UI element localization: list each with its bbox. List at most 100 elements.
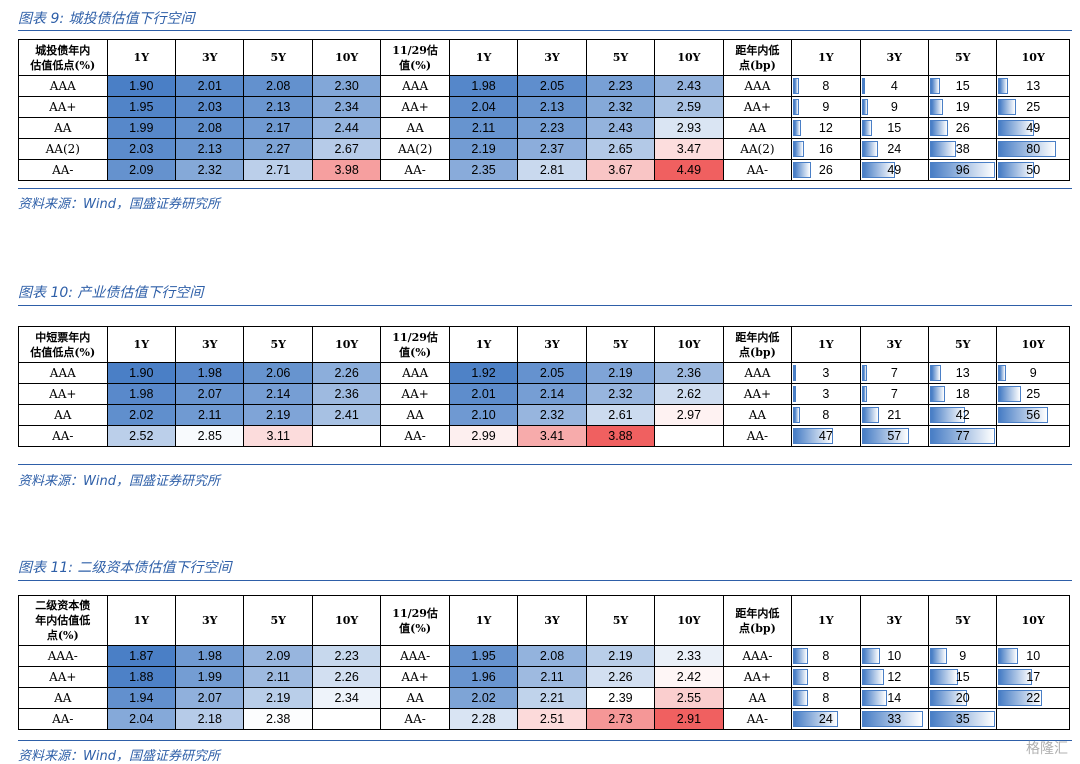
low-yield-cell: 2.30 (311, 75, 382, 97)
data-bar (793, 162, 811, 178)
low-yield-cell: 2.34 (311, 96, 382, 118)
rating-label: AA- (18, 425, 108, 447)
column-header: 城投债年内 估值低点(%) (18, 39, 108, 76)
low-yield-cell: 1.95 (106, 96, 177, 118)
rating-label: AA (380, 687, 450, 709)
low-yield-cell: 2.19 (243, 687, 313, 709)
current-yield-cell: 2.21 (517, 687, 587, 709)
source-note: 资料来源：Wind，国盛证券研究所 (18, 749, 220, 764)
rating-label: AA- (18, 708, 108, 730)
data-bar (793, 711, 838, 727)
distance-bp-value: 25 (1026, 100, 1041, 114)
current-yield-cell: 2.10 (448, 404, 519, 426)
distance-bp-cell: 3 (791, 362, 861, 384)
current-yield-cell: 1.98 (448, 75, 519, 97)
column-header: 3Y (859, 595, 930, 646)
low-yield-cell: 2.44 (311, 117, 382, 139)
data-bar (861, 648, 881, 664)
valuation-table: 城投债年内 估值低点(%) 1Y 3Y 5Y 10Y 11/29估 值(%) 1Y 3Y 5Y 10Y… (18, 39, 1070, 181)
rating-label: AA (722, 117, 793, 139)
distance-bp-cell: 56 (996, 404, 1070, 426)
data-bar (793, 141, 804, 157)
column-header: 距年内低 点(bp) (722, 326, 793, 363)
data-bar (793, 407, 800, 423)
low-yield-cell: 2.08 (175, 117, 245, 139)
data-bar (998, 648, 1019, 664)
distance-bp-value: 10 (1026, 649, 1041, 663)
current-yield-cell: 2.65 (585, 138, 656, 160)
low-yield-cell: 1.99 (175, 666, 245, 688)
distance-bp-cell: 80 (996, 138, 1070, 160)
current-yield-cell: 2.05 (517, 362, 587, 384)
current-yield-cell: 2.42 (654, 666, 724, 688)
distance-bp-cell: 50 (996, 159, 1070, 181)
distance-bp-cell: 8 (791, 687, 861, 709)
low-yield-cell: 3.98 (311, 159, 382, 181)
distance-bp-value: 20 (955, 691, 970, 705)
title-rule (18, 30, 1072, 31)
low-yield-cell: 2.52 (106, 425, 177, 447)
distance-bp-value: 57 (887, 429, 902, 443)
data-bar (793, 690, 808, 706)
low-yield-cell: 2.07 (175, 383, 245, 405)
data-bar (930, 386, 946, 402)
low-yield-cell: 1.90 (106, 75, 177, 97)
low-yield-cell (311, 708, 382, 730)
data-bar (861, 120, 872, 136)
data-bar (930, 365, 941, 381)
column-header: 5Y (928, 39, 998, 76)
distance-bp-value: 7 (890, 366, 898, 380)
data-bar (861, 669, 884, 685)
current-yield-cell: 2.43 (585, 117, 656, 139)
distance-bp-cell: 49 (859, 159, 930, 181)
column-header: 10Y (311, 595, 382, 646)
low-yield-cell: 2.04 (106, 708, 177, 730)
rating-label: AA+ (380, 96, 450, 118)
column-header: 3Y (517, 326, 587, 363)
data-bar (793, 648, 808, 664)
distance-bp-cell: 22 (996, 687, 1070, 709)
table-row: AA 1.99 2.08 2.17 2.44 AA 2.11 2.23 2.43 2.93 AA 12… (18, 117, 1070, 139)
low-yield-cell: 1.98 (106, 383, 177, 405)
data-bar (793, 428, 833, 444)
distance-bp-value: 19 (955, 100, 970, 114)
current-yield-cell (654, 425, 724, 447)
rating-label: AA- (722, 159, 793, 181)
current-yield-cell: 2.35 (448, 159, 519, 181)
low-yield-cell: 2.11 (243, 666, 313, 688)
data-bar (998, 141, 1056, 157)
distance-bp-value: 50 (1026, 163, 1041, 177)
current-yield-cell: 2.43 (654, 75, 724, 97)
rating-label: AAA- (380, 645, 450, 667)
distance-bp-value: 21 (887, 408, 902, 422)
distance-bp-value: 80 (1026, 142, 1041, 156)
data-bar (861, 386, 868, 402)
source-note: 资料来源：Wind，国盛证券研究所 (18, 474, 220, 489)
column-header: 10Y (996, 595, 1070, 646)
distance-bp-cell: 8 (791, 75, 861, 97)
current-yield-cell: 2.39 (585, 687, 656, 709)
watermark-logo: 格隆汇 (1026, 741, 1068, 757)
low-yield-cell: 2.26 (311, 362, 382, 384)
data-bar (930, 78, 941, 94)
low-yield-cell: 1.90 (106, 362, 177, 384)
current-yield-cell: 2.19 (585, 645, 656, 667)
low-yield-cell: 1.88 (106, 666, 177, 688)
distance-bp-cell (996, 708, 1070, 730)
distance-bp-cell: 20 (928, 687, 998, 709)
rating-label: AA- (380, 159, 450, 181)
current-yield-cell: 2.23 (585, 75, 656, 97)
low-yield-cell: 2.36 (311, 383, 382, 405)
low-yield-cell: 2.34 (311, 687, 382, 709)
distance-bp-cell: 25 (996, 383, 1070, 405)
distance-bp-cell: 9 (791, 96, 861, 118)
current-yield-cell: 2.93 (654, 117, 724, 139)
distance-bp-value: 17 (1026, 670, 1041, 684)
distance-bp-cell: 15 (928, 75, 998, 97)
distance-bp-cell: 21 (859, 404, 930, 426)
current-yield-cell: 2.19 (448, 138, 519, 160)
low-yield-cell: 2.85 (175, 425, 245, 447)
distance-bp-cell: 4 (859, 75, 930, 97)
column-header: 3Y (859, 39, 930, 76)
current-yield-cell: 2.36 (654, 362, 724, 384)
